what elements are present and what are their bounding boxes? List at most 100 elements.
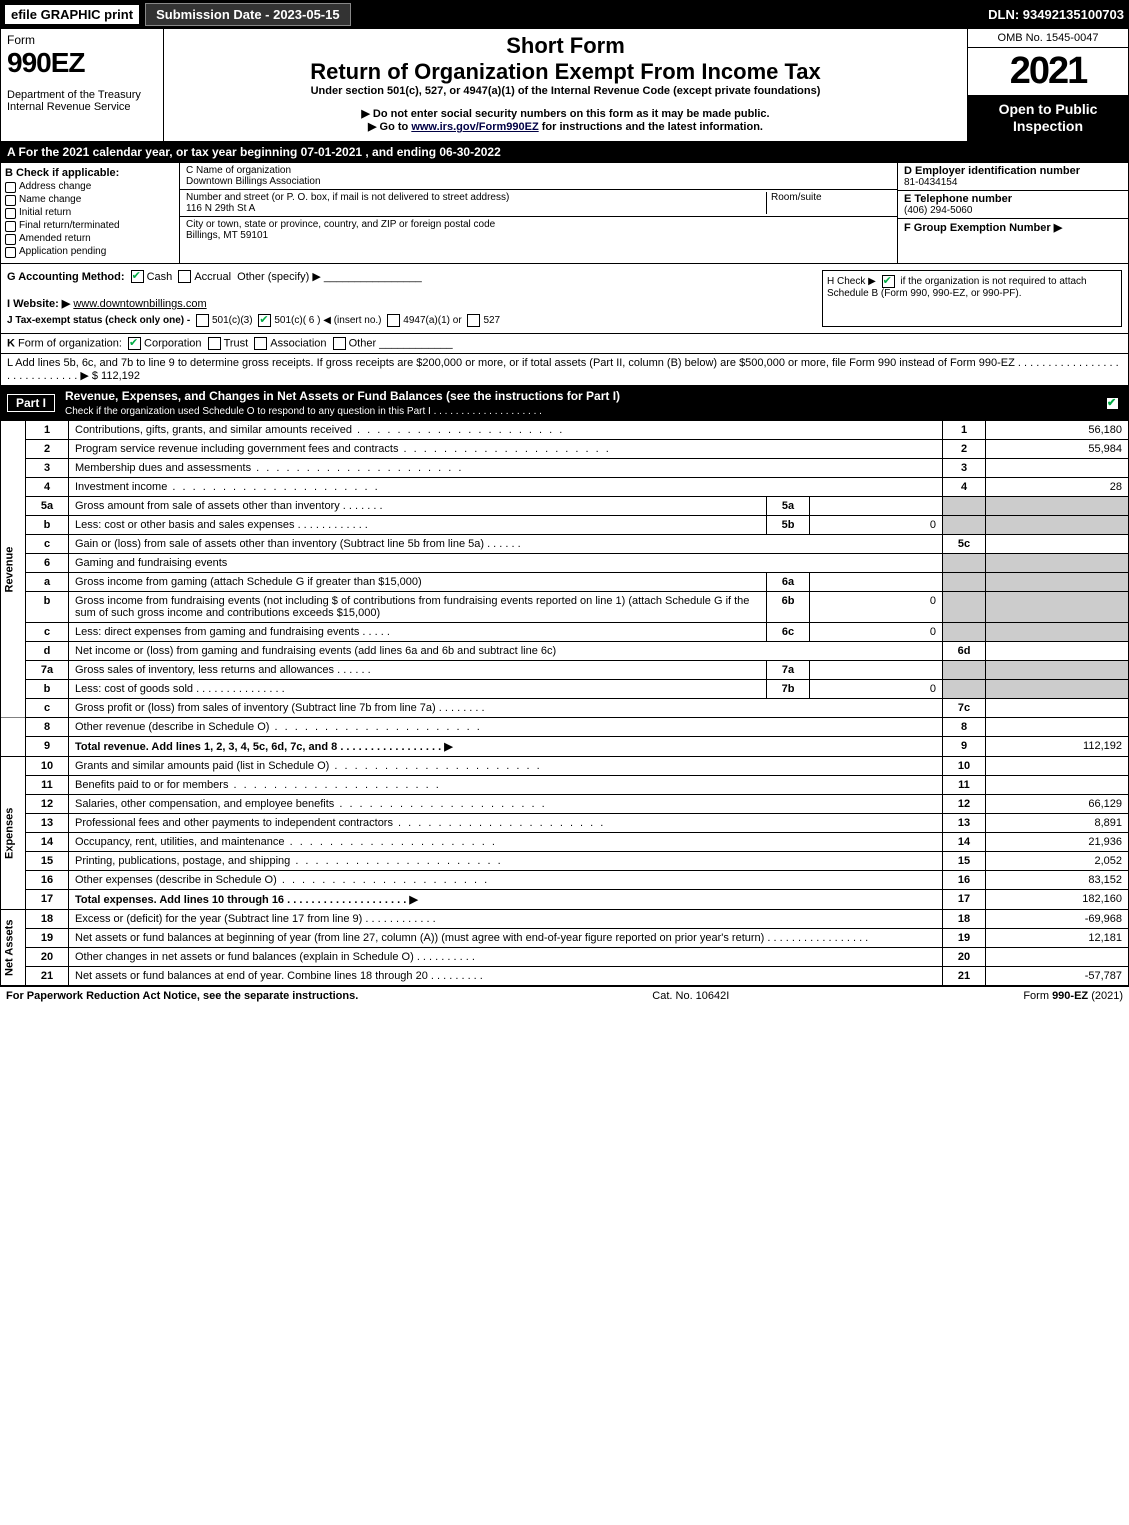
footer-right: Form 990-EZ (2021) — [1023, 990, 1123, 1002]
page-footer: For Paperwork Reduction Act Notice, see … — [0, 986, 1129, 1005]
rval-4: 28 — [986, 478, 1129, 497]
chk-4947[interactable] — [387, 314, 400, 327]
box-b-title: B Check if applicable: — [5, 167, 175, 179]
part1-header: Part I Revenue, Expenses, and Changes in… — [0, 386, 1129, 421]
shade-6 — [943, 554, 986, 573]
part1-sub: Check if the organization used Schedule … — [65, 406, 542, 417]
rnum-21: 21 — [943, 967, 986, 986]
subln-7a: 7a — [767, 661, 810, 680]
subln-6a: 6a — [767, 573, 810, 592]
chk-amended-return[interactable]: Amended return — [5, 233, 175, 244]
rval-10 — [986, 757, 1129, 776]
chk-other-org[interactable] — [333, 337, 346, 350]
row-i: I Website: ▶ www.downtownbillings.com — [7, 297, 814, 310]
ln-5a: 5a — [26, 497, 69, 516]
ein-label: D Employer identification number — [904, 165, 1122, 177]
footer-right-form: 990-EZ — [1052, 990, 1088, 1002]
chk-trust[interactable] — [208, 337, 221, 350]
rnum-13: 13 — [943, 814, 986, 833]
ln-4: 4 — [26, 478, 69, 497]
subval-6c: 0 — [810, 623, 943, 642]
chk-501c3[interactable] — [196, 314, 209, 327]
desc-2: Program service revenue including govern… — [75, 443, 398, 455]
section-bcd: B Check if applicable: Address change Na… — [0, 163, 1129, 264]
chk-501c[interactable] — [258, 314, 271, 327]
subval-6a — [810, 573, 943, 592]
chk-application-pending[interactable]: Application pending — [5, 246, 175, 257]
part1-title: Revenue, Expenses, and Changes in Net As… — [65, 389, 620, 403]
rnum-14: 14 — [943, 833, 986, 852]
desc-7c: Gross profit or (loss) from sales of inv… — [75, 702, 436, 714]
chk-accrual[interactable] — [178, 270, 191, 283]
org-name: Downtown Billings Association — [186, 176, 891, 187]
desc-10: Grants and similar amounts paid (list in… — [75, 760, 329, 772]
g-other: Other (specify) ▶ — [237, 271, 321, 283]
ln-10: 10 — [26, 757, 69, 776]
shade-6a — [943, 573, 986, 592]
ln-9: 9 — [26, 737, 69, 757]
desc-7a: Gross sales of inventory, less returns a… — [75, 664, 334, 676]
shade-5b — [943, 516, 986, 535]
chk-cash[interactable] — [131, 270, 144, 283]
rnum-11: 11 — [943, 776, 986, 795]
subtitle: Under section 501(c), 527, or 4947(a)(1)… — [172, 85, 959, 97]
row-j: J Tax-exempt status (check only one) - 5… — [7, 314, 814, 327]
desc-14: Occupancy, rent, utilities, and maintena… — [75, 836, 285, 848]
chk-association[interactable] — [254, 337, 267, 350]
ln-6b: b — [26, 592, 69, 623]
ln-7b: b — [26, 680, 69, 699]
desc-1: Contributions, gifts, grants, and simila… — [75, 424, 352, 436]
instr-goto: ▶ Go to www.irs.gov/Form990EZ for instru… — [172, 120, 959, 133]
ln-19: 19 — [26, 929, 69, 948]
open-public-inspection: Open to Public Inspection — [968, 95, 1128, 141]
shade-6b-v — [986, 592, 1129, 623]
rnum-12: 12 — [943, 795, 986, 814]
chk-sched-b-not-required[interactable] — [882, 275, 895, 288]
shade-5a — [943, 497, 986, 516]
form-word: Form — [7, 33, 157, 47]
group-exemption-label: F Group Exemption Number ▶ — [904, 221, 1122, 234]
shade-7b — [943, 680, 986, 699]
subval-7a — [810, 661, 943, 680]
shade-6c — [943, 623, 986, 642]
vtab-expenses: Expenses — [1, 757, 26, 910]
subln-6c: 6c — [767, 623, 810, 642]
subln-6b: 6b — [767, 592, 810, 623]
shade-5a-v — [986, 497, 1129, 516]
subval-7b: 0 — [810, 680, 943, 699]
j-501c3: 501(c)(3) — [212, 315, 253, 326]
box-c: C Name of organization Downtown Billings… — [180, 163, 897, 263]
chk-initial-return[interactable]: Initial return — [5, 207, 175, 218]
rval-12: 66,129 — [986, 795, 1129, 814]
rnum-20: 20 — [943, 948, 986, 967]
instr-link[interactable]: www.irs.gov/Form990EZ — [411, 121, 538, 133]
rnum-9: 9 — [943, 737, 986, 757]
desc-19: Net assets or fund balances at beginning… — [75, 932, 764, 944]
chk-schedule-o[interactable] — [1106, 397, 1119, 410]
website-value[interactable]: www.downtownbillings.com — [73, 298, 206, 310]
j-4947: 4947(a)(1) or — [403, 315, 461, 326]
subval-6b: 0 — [810, 592, 943, 623]
rval-17: 182,160 — [986, 890, 1129, 910]
g-accrual: Accrual — [194, 271, 231, 283]
desc-6c: Less: direct expenses from gaming and fu… — [75, 626, 359, 638]
desc-18: Excess or (deficit) for the year (Subtra… — [75, 913, 362, 925]
chk-address-change[interactable]: Address change — [5, 181, 175, 192]
rval-20 — [986, 948, 1129, 967]
chk-527[interactable] — [467, 314, 480, 327]
main-title: Return of Organization Exempt From Incom… — [172, 59, 959, 85]
part1-badge: Part I — [7, 394, 55, 412]
ln-5b: b — [26, 516, 69, 535]
ln-18: 18 — [26, 910, 69, 929]
ein-value: 81-0434154 — [904, 177, 1122, 188]
desc-6: Gaming and fundraising events — [69, 554, 943, 573]
chk-corporation[interactable] — [128, 337, 141, 350]
chk-name-change[interactable]: Name change — [5, 194, 175, 205]
tel-label: E Telephone number — [904, 193, 1122, 205]
subln-5b: 5b — [767, 516, 810, 535]
desc-11: Benefits paid to or for members — [75, 779, 228, 791]
tax-year: 2021 — [968, 48, 1128, 95]
dln-label: DLN: 93492135100703 — [988, 7, 1124, 22]
rnum-3: 3 — [943, 459, 986, 478]
chk-final-return[interactable]: Final return/terminated — [5, 220, 175, 231]
